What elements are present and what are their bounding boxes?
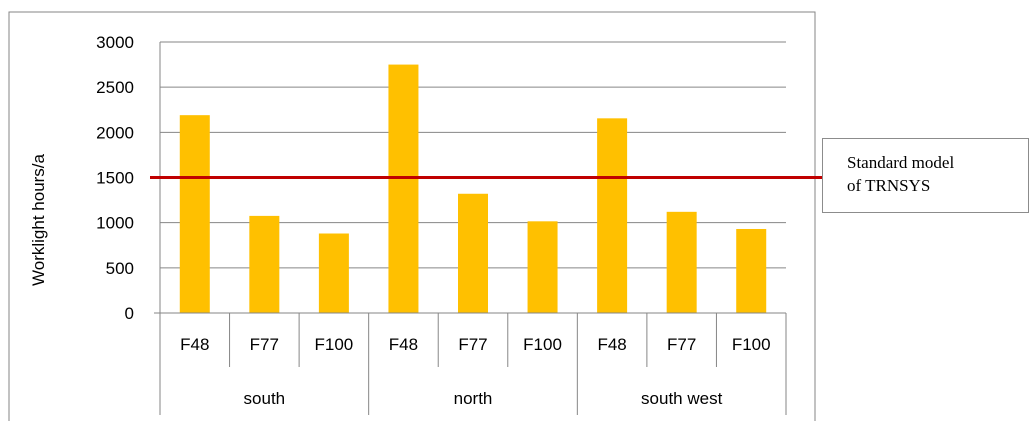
y-tick-label: 2000 [96,123,134,142]
x-category-label: F77 [250,335,279,354]
y-tick-label: 0 [125,304,134,323]
bar [666,211,697,313]
x-category-label: F77 [458,335,487,354]
x-group-label: north [454,389,493,408]
x-category-label: F100 [315,335,354,354]
reference-annotation-line-2: of TRNSYS [847,176,931,195]
bar [597,118,628,313]
x-category-label: F48 [597,335,626,354]
x-category-label: F48 [180,335,209,354]
bar [527,221,558,313]
y-tick-label: 2500 [96,78,134,97]
y-tick-label: 500 [106,259,134,278]
y-tick-label: 1500 [96,169,134,188]
y-tick-label: 1000 [96,214,134,233]
bar [736,228,767,313]
y-tick-label: 3000 [96,33,134,52]
x-category-label: F100 [732,335,771,354]
bar [388,64,419,313]
axes [154,42,787,415]
bar [318,233,349,313]
reference-annotation-line-1: Standard model [847,153,955,172]
x-category-label: F77 [667,335,696,354]
x-category-label: F48 [389,335,418,354]
x-group-label: south west [641,389,723,408]
bar [458,193,488,313]
y-axis-label: Worklight hours/a [29,153,48,286]
labels: 0 500 1000 1500 2000 2500 3000 F48 F77 F100 F48 F77… [96,33,770,408]
reference-annotation: Standard model of TRNSYS [822,138,1029,213]
x-group-label: south [244,389,286,408]
chart-frame [8,11,816,426]
bar [179,115,210,313]
bar [249,215,280,313]
x-category-label: F100 [523,335,562,354]
bars [179,64,767,313]
